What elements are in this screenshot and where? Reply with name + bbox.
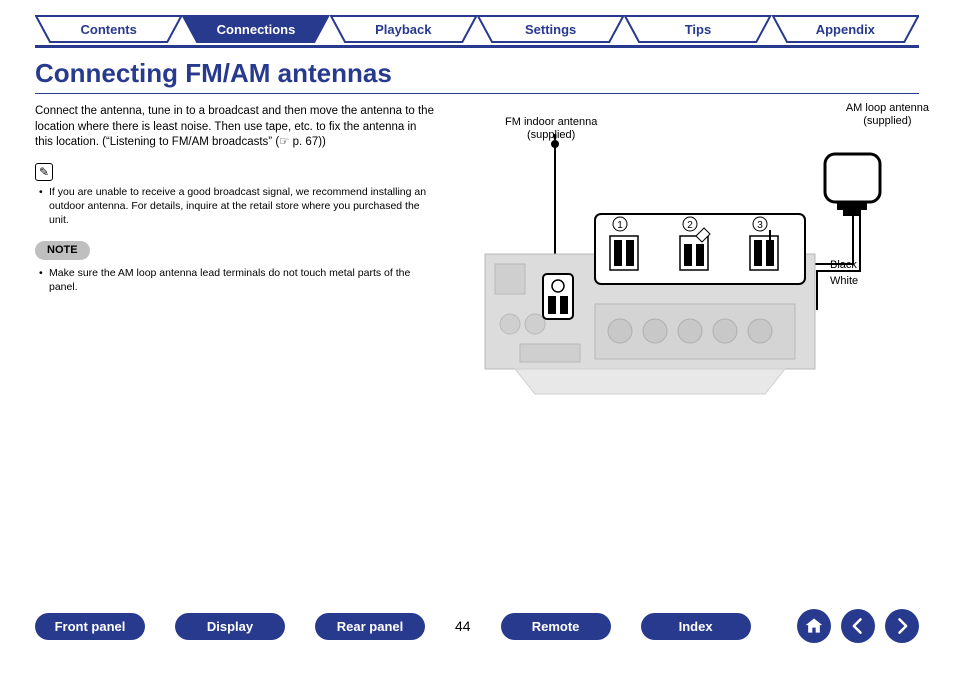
step-1-marker: 1 xyxy=(617,220,623,231)
tab-settings[interactable]: Settings xyxy=(477,15,624,43)
top-tabs: Contents Connections Playback Settings T… xyxy=(35,15,919,43)
tab-appendix[interactable]: Appendix xyxy=(772,15,919,43)
next-icon[interactable] xyxy=(885,609,919,643)
nav-index[interactable]: Index xyxy=(641,613,751,640)
text-column: Connect the antenna, tune in to a broadc… xyxy=(35,104,435,404)
home-icon[interactable] xyxy=(797,609,831,643)
step-2-marker: 2 xyxy=(687,220,693,231)
nav-front-panel[interactable]: Front panel xyxy=(35,613,145,640)
figure-area: FM indoor antenna(supplied) AM loop ante… xyxy=(465,104,919,404)
prev-icon[interactable] xyxy=(841,609,875,643)
wire-white-label: White xyxy=(830,275,858,287)
wire-black-label: Black xyxy=(830,259,857,271)
info-note: If you are unable to receive a good broa… xyxy=(35,185,435,228)
tab-playback[interactable]: Playback xyxy=(330,15,477,43)
tab-contents[interactable]: Contents xyxy=(35,15,182,43)
intro-text: Connect the antenna, tune in to a broadc… xyxy=(35,104,435,151)
antenna-diagram: Black White xyxy=(465,134,905,414)
divider-thin xyxy=(35,93,919,94)
page-title: Connecting FM/AM antennas xyxy=(35,58,919,89)
note-badge: NOTE xyxy=(35,241,90,260)
nav-remote[interactable]: Remote xyxy=(501,613,611,640)
tab-label: Contents xyxy=(80,22,136,37)
bottom-nav: Front panel Display Rear panel 44 Remote… xyxy=(35,609,919,643)
step-3-marker: 3 xyxy=(757,220,763,231)
nav-display[interactable]: Display xyxy=(175,613,285,640)
tab-label: Appendix xyxy=(816,22,875,37)
page-number: 44 xyxy=(455,618,471,634)
pencil-icon: ✎ xyxy=(35,163,53,181)
note-text: Make sure the AM loop antenna lead termi… xyxy=(35,266,435,294)
tab-label: Settings xyxy=(525,22,576,37)
am-antenna-label: AM loop antenna(supplied) xyxy=(846,102,929,128)
tab-connections[interactable]: Connections xyxy=(182,15,329,43)
tab-label: Playback xyxy=(375,22,431,37)
tab-tips[interactable]: Tips xyxy=(624,15,771,43)
divider-thick xyxy=(35,45,919,48)
tab-label: Connections xyxy=(217,22,296,37)
nav-rear-panel[interactable]: Rear panel xyxy=(315,613,425,640)
tab-label: Tips xyxy=(685,22,712,37)
